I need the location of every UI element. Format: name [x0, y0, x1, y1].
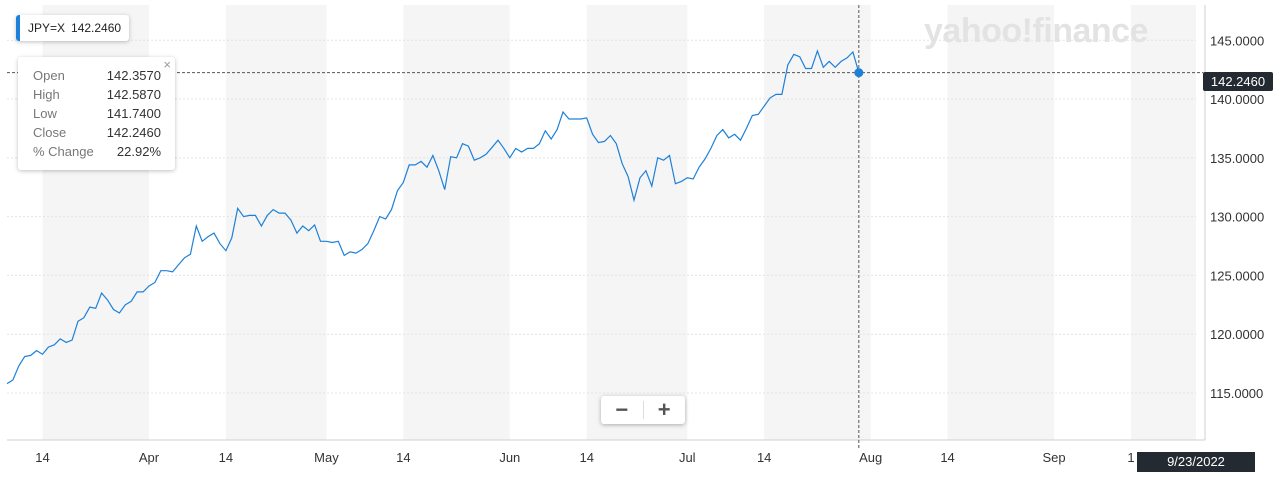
tooltip-label: Open: [33, 68, 65, 83]
yahoo-finance-logo: yahoo!finance: [924, 12, 1148, 50]
tooltip-row-low: Low 141.7400: [33, 106, 161, 124]
month-band: [403, 5, 510, 440]
y-tick-label: 140.0000: [1210, 92, 1264, 107]
tooltip-value: 142.5870: [106, 87, 161, 102]
ohlc-tooltip: × Open 142.3570 High 142.5870 Low 141.74…: [18, 57, 175, 170]
x-axis-ticks: 14 Apr 14 May 14 Jun 14 Jul 14 Aug 14 Sep 1: [35, 450, 1134, 465]
tooltip-row-open: Open 142.3570: [33, 68, 161, 86]
y-tick-label: 145.0000: [1210, 33, 1264, 48]
x-tick-label: Jul: [679, 450, 696, 465]
zoom-divider: [642, 401, 644, 419]
tooltip-label: High: [33, 87, 60, 102]
tooltip-value: 22.92%: [116, 144, 161, 159]
x-tick-label: 14: [757, 450, 771, 465]
y-axis-ticks: 115.0000 120.0000 125.0000 130.0000 135.0000…: [1210, 33, 1264, 401]
tooltip-value: 142.2460: [106, 125, 161, 140]
tooltip-row-change: % Change 22.92%: [33, 144, 161, 162]
tooltip-row-close: Close 142.2460: [33, 125, 161, 143]
x-tick-label: 14: [940, 450, 954, 465]
tooltip-label: Close: [33, 125, 67, 140]
x-tick-label: 14: [35, 450, 49, 465]
current-price-label: 142.2460: [1203, 72, 1273, 91]
x-tick-label: Jun: [499, 450, 520, 465]
y-tick-label: 135.0000: [1210, 151, 1264, 166]
ticker-price: 142.2460: [71, 21, 122, 35]
current-price-dot: [854, 68, 864, 78]
y-tick-label: 125.0000: [1210, 268, 1264, 283]
tooltip-label: Low: [33, 106, 57, 121]
x-tick-label: Apr: [139, 450, 160, 465]
plus-icon: +: [657, 397, 671, 422]
tooltip-label: % Change: [33, 144, 94, 159]
ticker-chip[interactable]: JPY=X 142.2460: [16, 15, 130, 41]
tooltip-value: 141.7400: [106, 106, 161, 121]
x-tick-label: 14: [396, 450, 410, 465]
y-tick-label: 115.0000: [1210, 386, 1263, 401]
x-tick-label: Sep: [1042, 450, 1065, 465]
close-icon[interactable]: ×: [163, 57, 171, 72]
x-tick-label: 14: [579, 450, 593, 465]
month-band: [586, 5, 688, 440]
y-tick-label: 120.0000: [1210, 327, 1264, 342]
tooltip-value: 142.3570: [106, 68, 161, 83]
zoom-controls: − +: [601, 396, 685, 424]
ticker-color-bar: [16, 15, 20, 41]
x-tick-label: Aug: [859, 450, 882, 465]
month-band: [225, 5, 327, 440]
zoom-out-button[interactable]: −: [601, 396, 643, 424]
month-band: [764, 5, 871, 440]
zoom-in-button[interactable]: +: [643, 396, 685, 424]
crosshair-date-label: 9/23/2022: [1137, 452, 1255, 472]
minus-icon: −: [615, 397, 629, 422]
x-tick-label: May: [314, 450, 339, 465]
y-tick-label: 130.0000: [1210, 210, 1264, 225]
series-line: [6, 49, 860, 385]
month-band: [947, 5, 1055, 440]
x-tick-label: 14: [219, 450, 233, 465]
month-band: [1130, 5, 1196, 440]
alternating-month-bands: [42, 5, 1196, 440]
tooltip-row-high: High 142.5870: [33, 87, 161, 105]
ticker-symbol: JPY=X: [28, 21, 66, 35]
x-tick-label: 1: [1127, 450, 1134, 465]
